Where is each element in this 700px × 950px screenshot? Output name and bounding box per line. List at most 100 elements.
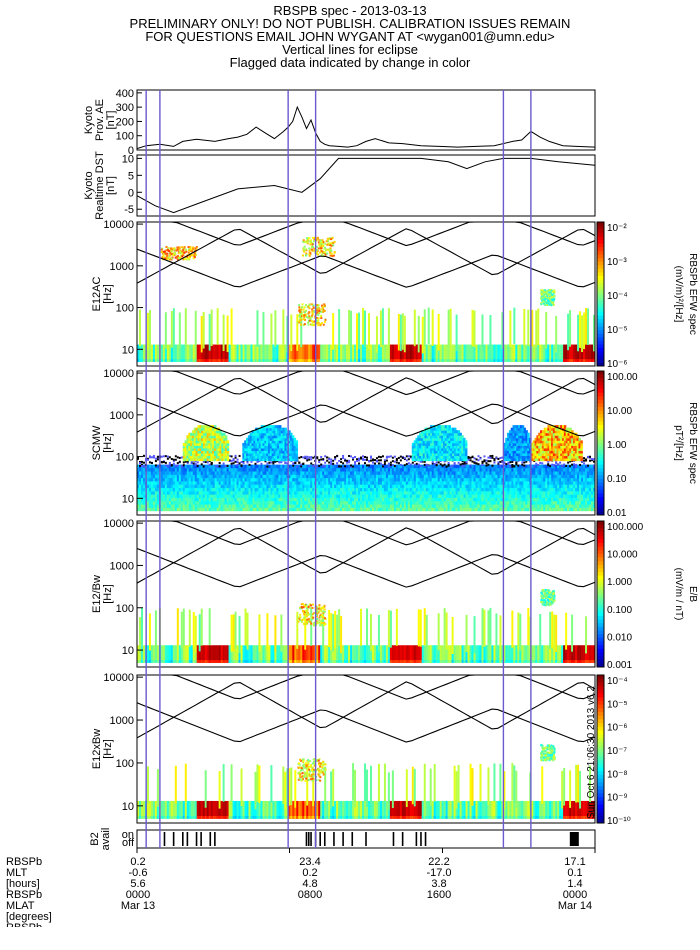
colorbar-segment [597,425,604,430]
spectrogram-ytick-label: 1000 [110,560,134,572]
colorbar-tick-label: 0.001 [607,660,632,671]
footer-row-label: [degrees] [6,911,52,923]
gyrofrequency-line [137,520,596,546]
colorbar-segment [597,286,604,291]
colorbar-segment [597,800,604,805]
b2-ylabel: B2 [89,832,101,845]
colorbar-tick-label: 10⁻⁵ [607,699,628,710]
colorbar-segment [597,678,604,683]
dst-series-line [136,157,596,214]
colorbar-segment [597,497,604,502]
gyrofrequency-line [136,228,596,284]
colorbar-segment [597,348,604,353]
colorbar-segment [597,500,604,505]
colorbar-tick-label: 10⁻⁶ [607,359,628,370]
gyrofrequency-line [137,674,596,700]
colorbar-segment [597,737,604,743]
colorbar-segment [597,726,604,731]
colorbar-segment [597,351,604,356]
colorbar-segment [597,337,604,342]
colorbar-segment [597,435,604,440]
colorbar-segment [597,778,604,783]
colorbar-segment [597,407,604,412]
colorbar-tick-label: 100.00 [607,372,638,383]
colorbar-segment [597,279,604,284]
colorbar-segment [597,222,604,227]
colorbar-label: (mV/m / nT) [673,568,684,621]
colorbar-tick-label: 10⁻⁷ [607,746,627,757]
colorbar-tick-label: 0.010 [607,632,632,643]
colorbar-segment [597,417,604,422]
colorbar-segment [597,294,604,299]
ae-ylabel: Kyoto [83,106,95,134]
colorbar-tick-label: 1.00 [607,440,627,451]
colorbar-frame [596,221,605,367]
colorbar-segment [597,283,604,288]
colorbar-segment [597,771,604,776]
colorbar-segment [597,752,604,757]
colorbar-label: E/B [687,586,698,602]
colorbar-segment [597,719,604,724]
colorbar-segment [597,399,604,404]
colorbar-segment [597,652,604,657]
colorbar-segment [597,675,604,680]
colorbar-tick-label: 0.10 [607,474,627,485]
header-warning-line: PRELIMINARY ONLY! DO NOT PUBLISH. CALIBR… [129,16,571,31]
colorbar-segment [597,797,604,802]
footer-row-label: MLAT [6,900,35,912]
b2-ylabel: avail [100,828,112,851]
footer-row-label: MLT [6,867,28,879]
spectrogram-ytick-label: 100 [116,758,134,770]
colorbar-segment [597,355,604,360]
footer-column-3: 22.2 -17.0 3.8 1600 [404,857,474,901]
colorbar-segment [597,428,604,433]
colorbar-segment [597,612,604,617]
colorbar-segment [597,446,604,451]
footer-time: 0800 [297,889,323,901]
colorbar-segment [597,730,604,735]
dst-ytick-label: -5 [124,204,134,216]
colorbar-segment [597,597,604,602]
colorbar-frame [596,520,605,668]
footer-time: 1600 [426,889,452,901]
footer-hours: 0.2 [302,867,318,879]
spectrogram-frame [136,520,596,668]
colorbar-segment [597,561,604,566]
colorbar-segment [597,723,604,728]
dst-ytick-label: 10 [122,153,134,165]
colorbar-segment [597,524,604,529]
colorbar-segment [597,308,604,313]
colorbar-segment [597,656,604,661]
footer-row-labels: RBSPb MLT [hours] RBSPb MLAT [degrees] R… [6,857,52,928]
colorbar-segment [597,564,604,569]
colorbar-segment [597,504,604,509]
gyrofrequency-line [136,397,596,437]
spectrogram-ytick-label: 100 [116,452,134,464]
colorbar-segment [597,767,604,772]
spectrogram-frame [136,674,596,824]
dst-panel-frame [136,154,596,217]
gyrofrequency-line [136,248,596,288]
colorbar-segment [597,819,604,824]
colorbar-segment [597,471,604,476]
spectrogram-frame [136,221,596,367]
b2-ytick-label: on [122,829,134,841]
colorbar-segment [597,579,604,584]
colorbar-tick-label: 1.000 [607,577,632,588]
colorbar-segment [597,453,604,458]
header-flag-note: Flagged data indicated by change in colo… [229,55,471,70]
colorbar-segment [597,301,604,306]
spectrogram-ytick-label: 1000 [110,410,134,422]
colorbar-tick-label: 10⁻² [607,223,627,234]
colorbar-segment [597,604,604,610]
footer-row-label: [hours] [6,878,40,890]
spectrogram-scmw [137,425,596,512]
colorbar-segment [597,815,604,820]
colorbar-segment [597,637,604,642]
colorbar-segment [597,590,604,595]
colorbar-tick-label: 10⁻⁹ [607,793,628,804]
spectrogram-ylabel: E12AC [91,277,103,312]
colorbar-segment [597,371,604,376]
colorbar-segment [597,712,604,717]
